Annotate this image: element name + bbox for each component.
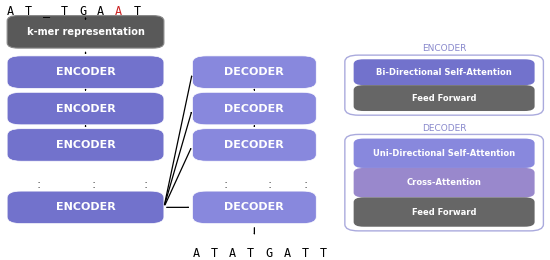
Text: T: T: [302, 247, 309, 260]
Text: ENCODER: ENCODER: [56, 67, 116, 77]
Text: :: :: [91, 178, 96, 191]
Text: :: :: [144, 178, 148, 191]
Text: A: A: [193, 247, 200, 260]
Text: DECODER: DECODER: [224, 67, 284, 77]
FancyBboxPatch shape: [192, 191, 316, 224]
Text: T: T: [211, 247, 218, 260]
Text: A: A: [97, 5, 104, 18]
Text: _: _: [43, 5, 50, 18]
FancyBboxPatch shape: [7, 92, 164, 125]
Text: k-mer representation: k-mer representation: [26, 27, 145, 37]
Text: A: A: [229, 247, 236, 260]
Text: :: :: [303, 178, 307, 191]
FancyBboxPatch shape: [7, 191, 164, 224]
Text: ENCODER: ENCODER: [422, 44, 466, 53]
Text: :: :: [223, 178, 228, 191]
FancyBboxPatch shape: [192, 56, 316, 88]
Text: DECODER: DECODER: [224, 202, 284, 212]
FancyBboxPatch shape: [7, 129, 164, 161]
Text: A: A: [116, 5, 122, 18]
FancyBboxPatch shape: [192, 129, 316, 161]
FancyBboxPatch shape: [354, 168, 535, 197]
Text: T: T: [248, 247, 254, 260]
FancyBboxPatch shape: [354, 85, 535, 111]
Text: :: :: [36, 178, 41, 191]
Text: Bi-Directional Self-Attention: Bi-Directional Self-Attention: [376, 68, 512, 77]
FancyBboxPatch shape: [345, 55, 543, 115]
FancyBboxPatch shape: [345, 134, 543, 231]
FancyBboxPatch shape: [354, 59, 535, 85]
Text: G: G: [79, 5, 86, 18]
FancyBboxPatch shape: [7, 16, 164, 48]
Text: Feed Forward: Feed Forward: [412, 94, 476, 103]
Text: Cross-Attention: Cross-Attention: [406, 178, 482, 187]
Text: DECODER: DECODER: [224, 140, 284, 150]
Text: G: G: [266, 247, 272, 260]
FancyBboxPatch shape: [7, 56, 164, 88]
Text: ENCODER: ENCODER: [56, 103, 116, 114]
Text: DECODER: DECODER: [224, 103, 284, 114]
Text: Uni-Directional Self-Attention: Uni-Directional Self-Attention: [373, 149, 515, 158]
Text: T: T: [25, 5, 31, 18]
Text: T: T: [134, 5, 140, 18]
Text: T: T: [61, 5, 68, 18]
FancyBboxPatch shape: [354, 139, 535, 168]
Text: A: A: [7, 5, 13, 18]
Text: ENCODER: ENCODER: [56, 140, 116, 150]
Text: :: :: [267, 178, 272, 191]
Text: ENCODER: ENCODER: [56, 202, 116, 212]
Text: Feed Forward: Feed Forward: [412, 207, 476, 217]
FancyBboxPatch shape: [354, 197, 535, 227]
Text: DECODER: DECODER: [422, 124, 466, 133]
Text: A: A: [284, 247, 290, 260]
FancyBboxPatch shape: [192, 92, 316, 125]
Text: T: T: [320, 247, 327, 260]
